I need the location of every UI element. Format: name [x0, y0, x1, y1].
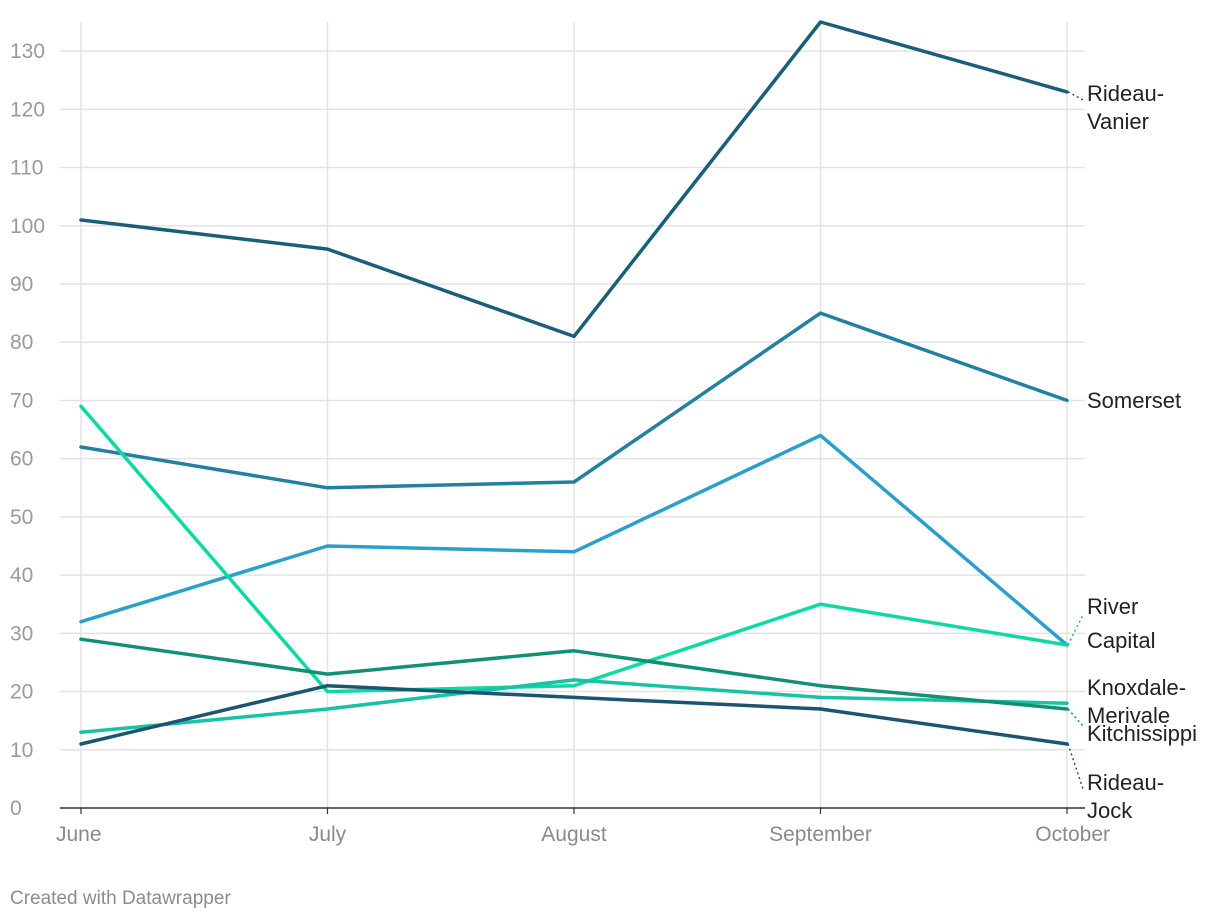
y-tick-label: 40: [10, 564, 33, 587]
series-end-label: Capital: [1087, 628, 1155, 653]
series-end-label: Rideau- Vanier: [1087, 81, 1164, 134]
label-connector: [1067, 91, 1084, 101]
x-tick-label: September: [769, 823, 872, 846]
y-tick-label: 20: [10, 681, 33, 704]
y-tick-label: 10: [10, 739, 33, 762]
y-tick-label: 30: [10, 622, 33, 645]
series-end-label: Somerset: [1087, 388, 1181, 413]
y-tick-label: 90: [10, 273, 33, 296]
series-line-knoxdale-merivale: [79, 678, 1069, 735]
series-end-label: Knoxdale- Merivale: [1087, 675, 1186, 728]
series-line-rideau-vanier: [79, 20, 1069, 339]
series-end-label-line: Somerset: [1087, 388, 1181, 413]
series-end-label: Kitchissippi: [1087, 721, 1197, 746]
series-end-label-line: Rideau-: [1087, 770, 1164, 795]
y-tick-label: 130: [10, 40, 45, 63]
series-line-capital: [79, 404, 1069, 694]
y-tick-label: 50: [10, 506, 33, 529]
x-tick-label: October: [1035, 823, 1110, 846]
series-end-label-line: River: [1087, 594, 1138, 619]
label-connector: [1067, 614, 1084, 646]
series-line-rideau-jock: [79, 683, 1069, 746]
y-tick-label: 80: [10, 331, 33, 354]
series-end-label-line: Jock: [1087, 798, 1133, 823]
series-end-label: Rideau- Jock: [1087, 770, 1164, 823]
x-tick-label: June: [56, 823, 102, 846]
series-end-label-line: Kitchissippi: [1087, 721, 1197, 746]
series-end-label-line: Merivale: [1087, 703, 1170, 728]
y-tick-label: 0: [10, 797, 22, 820]
x-tick-label: July: [309, 823, 347, 846]
series-end-label-line: Capital: [1087, 628, 1155, 653]
series-end-label-line: Rideau-: [1087, 81, 1164, 106]
series-line-river: [79, 433, 1069, 647]
label-connector: [1067, 708, 1084, 727]
series-end-label-line: Knoxdale-: [1087, 675, 1186, 700]
y-tick-label: 100: [10, 215, 45, 238]
label-connector: [1067, 743, 1084, 790]
y-tick-label: 110: [10, 157, 43, 180]
chart-credit: Created with Datawrapper: [10, 888, 231, 909]
series-line-somerset: [79, 311, 1069, 490]
series-line-kitchissippi: [79, 637, 1069, 711]
y-tick-label: 60: [10, 448, 33, 471]
x-tick-label: August: [541, 823, 607, 846]
y-tick-label: 70: [10, 389, 33, 412]
y-tick-label: 120: [10, 98, 45, 121]
series-end-label: River: [1087, 594, 1138, 619]
series-end-label-line: Vanier: [1087, 109, 1149, 134]
